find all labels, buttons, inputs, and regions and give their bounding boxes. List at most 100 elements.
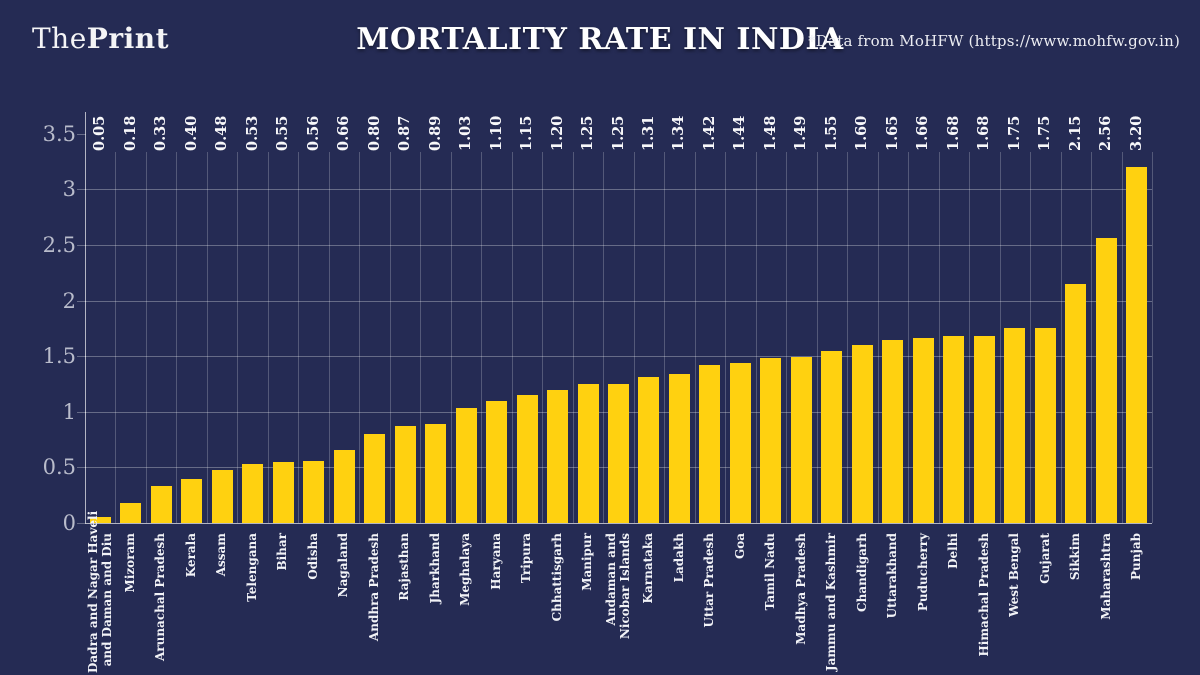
y-axis-tick: [77, 467, 86, 469]
x-axis-label: Punjab: [1129, 533, 1143, 580]
v-gridline: [1030, 152, 1032, 523]
x-axis-label: Andhra Pradesh: [366, 533, 381, 642]
h-gridline: [85, 245, 1152, 246]
x-axis-label: West Bengal: [1007, 533, 1022, 617]
v-gridline: [237, 152, 239, 523]
bar: [547, 389, 569, 523]
bar-value-label: 3.20: [1127, 115, 1145, 151]
y-axis-tick-label: 2: [62, 288, 76, 313]
bar: [973, 336, 995, 523]
bar-value-label: 1.75: [1005, 115, 1023, 151]
bar: [1095, 238, 1117, 523]
bar: [455, 408, 477, 523]
x-axis-label: Uttarakhand: [885, 533, 900, 619]
bar-value-label: 1.10: [487, 115, 505, 151]
x-axis-label: Ladakh: [671, 533, 686, 583]
v-gridline: [938, 152, 940, 523]
bar: [943, 336, 965, 523]
y-axis-tick: [77, 411, 86, 413]
y-axis-tick: [77, 245, 86, 246]
bar-value-label: 1.65: [883, 115, 901, 151]
v-gridline: [1060, 152, 1062, 523]
bar-value-label: 0.40: [182, 115, 200, 151]
y-axis-tick-label: 3.5: [42, 121, 76, 146]
bar: [150, 486, 172, 523]
x-axis-label: Andaman and Nicobar Islands: [604, 533, 632, 640]
x-axis-label: Sikkim: [1068, 533, 1083, 581]
v-gridline: [877, 152, 879, 523]
x-axis-label: Maharashtra: [1098, 533, 1113, 620]
y-axis-tick: [77, 300, 86, 302]
bar-value-label: 0.89: [426, 115, 444, 151]
x-axis-label: Goa: [732, 533, 747, 560]
x-axis-label: Haryana: [488, 533, 503, 590]
bar-value-label: 1.48: [761, 115, 779, 151]
h-gridline: [85, 356, 1152, 358]
x-axis-label: Odisha: [305, 533, 320, 580]
data-source-note: *Data from MoHFW (https://www.mohfw.gov.…: [808, 32, 1180, 50]
bar-value-label: 1.55: [822, 115, 840, 151]
x-axis-label: Assam: [214, 533, 229, 577]
bar: [120, 502, 142, 523]
bar-value-label: 1.31: [639, 115, 657, 151]
bar: [912, 338, 934, 523]
y-axis-tick-label: 1.5: [42, 344, 76, 369]
bar-value-label: 1.34: [670, 115, 688, 151]
v-gridline: [1091, 152, 1093, 523]
bar-value-label: 1.25: [579, 115, 596, 151]
bar: [486, 400, 508, 523]
bar: [760, 358, 782, 523]
x-axis-label: Kerala: [183, 533, 198, 578]
y-axis-tick-label: 0.5: [42, 455, 76, 480]
bar-value-label: 0.55: [274, 115, 292, 151]
x-axis-line: [85, 523, 1152, 524]
bar: [790, 357, 812, 523]
x-axis-label: Bihar: [275, 533, 290, 571]
v-gridline: [389, 152, 391, 523]
bar: [638, 377, 660, 523]
x-axis-label: Arunachal Pradesh: [153, 533, 168, 662]
y-axis-tick: [77, 523, 86, 524]
v-gridline: [298, 152, 300, 523]
bar-value-label: 0.18: [121, 115, 139, 151]
bar-value-label: 1.20: [548, 115, 566, 151]
bar-value-label: 1.49: [792, 115, 810, 151]
x-axis-label: Chhattisgarh: [549, 533, 564, 622]
bar: [333, 449, 355, 523]
bar-value-label: 0.05: [91, 115, 109, 151]
bar: [1065, 283, 1087, 523]
y-axis-tick-label: 2.5: [42, 233, 76, 257]
bar-value-label: 0.33: [152, 115, 170, 151]
bar: [364, 434, 386, 523]
bar-value-label: 1.44: [731, 115, 749, 151]
bar-value-label: 1.75: [1036, 115, 1054, 151]
bar-value-label: 0.66: [335, 115, 353, 151]
bar: [882, 339, 904, 523]
v-gridline: [420, 152, 422, 523]
x-axis-label: Madhya Pradesh: [793, 533, 808, 645]
v-gridline: [999, 152, 1001, 523]
v-gridline: [206, 152, 208, 523]
x-axis-label: Jharkhand: [427, 533, 442, 604]
v-gridline: [633, 152, 635, 523]
bar: [242, 464, 264, 523]
bar: [1034, 328, 1056, 523]
v-gridline: [1121, 152, 1123, 523]
x-axis-label: Manipur: [580, 533, 595, 591]
x-axis-label: Nagaland: [336, 533, 351, 598]
x-axis-label: Mizoram: [122, 533, 137, 593]
x-axis-label: Himachal Pradesh: [976, 533, 991, 657]
bar-value-label: 0.48: [213, 115, 231, 151]
v-gridline: [267, 152, 269, 523]
bar: [272, 461, 294, 523]
bar: [89, 517, 111, 523]
v-gridline: [572, 152, 574, 523]
y-axis-tick: [77, 189, 86, 191]
bar: [394, 426, 416, 523]
bar: [608, 384, 629, 523]
bar-value-label: 1.15: [518, 115, 536, 151]
bar-value-label: 1.03: [457, 115, 475, 151]
bar: [425, 424, 447, 523]
v-gridline: [725, 152, 727, 523]
